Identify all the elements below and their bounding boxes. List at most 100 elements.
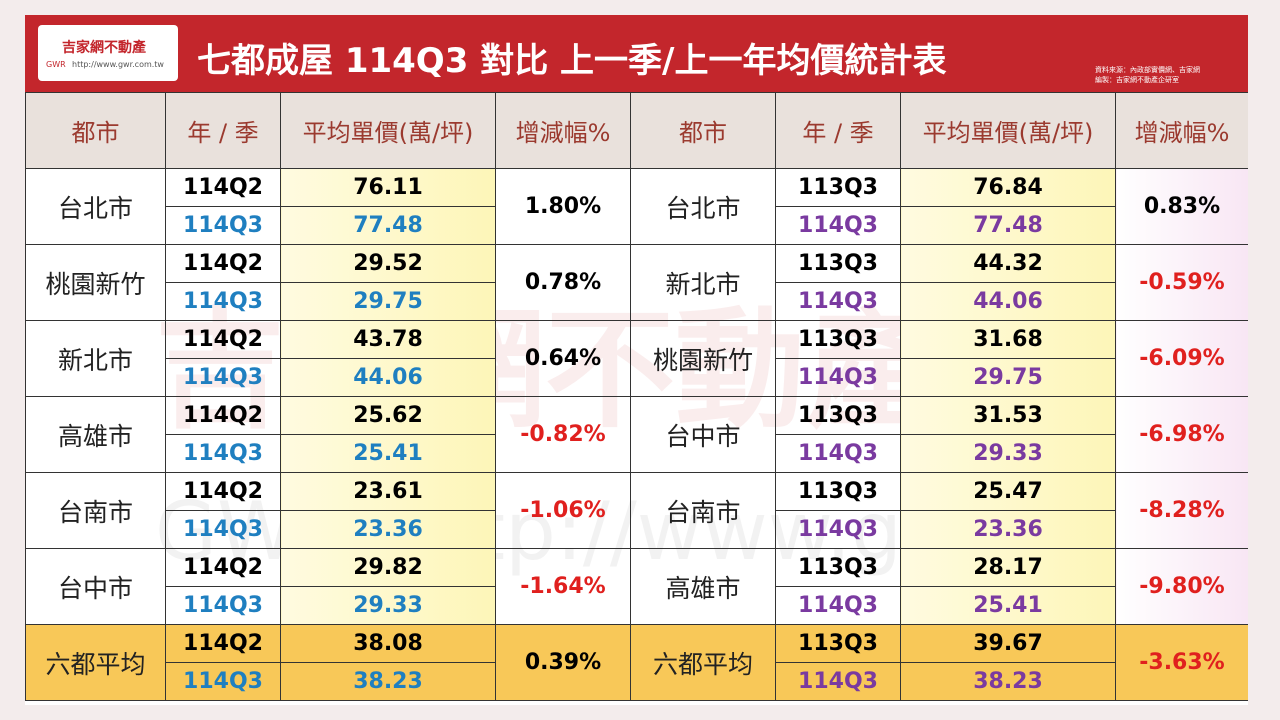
change: 0.83% [1115,168,1248,245]
change: -0.59% [1115,244,1248,321]
change: -3.63% [1115,624,1248,701]
period: 113Q3 [775,548,901,587]
period: 114Q3 [775,282,901,321]
period: 114Q3 [775,586,901,625]
price: 38.08 [280,624,496,663]
price: 77.48 [900,206,1116,245]
price: 23.36 [280,510,496,549]
city: 新北市 [25,320,166,397]
period: 113Q3 [775,396,901,435]
logo: 吉家網不動產 GWR http://www.gwr.com.tw [38,25,178,81]
city: 台北市 [630,168,776,245]
period: 114Q3 [165,282,281,321]
city: 台南市 [25,472,166,549]
period: 113Q3 [775,320,901,359]
price: 25.47 [900,472,1116,511]
header-row: 都市年 / 季平均單價(萬/坪) 增減幅% 都市年 / 季平均單價(萬/坪) 增減幅% [25,92,1248,169]
change: -0.82% [495,396,631,473]
column-header: 平均單價(萬/坪) [900,92,1116,169]
period: 114Q2 [165,548,281,587]
price: 23.61 [280,472,496,511]
price: 29.75 [900,358,1116,397]
price: 29.33 [900,434,1116,473]
period: 114Q2 [165,624,281,663]
city: 新北市 [630,244,776,321]
change: -6.09% [1115,320,1248,397]
row: 114Q3 29.75 114Q3 44.06 [26,282,1249,321]
source: 資料來源：內政部實價網、吉家網 編製：吉家網不動產企研室 [1095,65,1200,85]
city: 台北市 [25,168,166,245]
change: 0.64% [495,320,631,397]
period: 114Q3 [165,358,281,397]
column-header: 增減幅% [495,92,631,169]
period: 114Q3 [775,206,901,245]
period: 114Q2 [165,168,281,207]
change: -9.80% [1115,548,1248,625]
row: 114Q3 25.41 114Q3 29.33 [26,434,1249,473]
price: 44.06 [280,358,496,397]
row: 台南市 114Q2 23.61 -1.06% 台南市 113Q3 25.47 -8.28% [25,472,1248,549]
row: 114Q3 38.23 114Q3 38.23 [26,662,1249,701]
price: 25.62 [280,396,496,435]
period: 114Q2 [165,320,281,359]
city: 高雄市 [630,548,776,625]
city: 六都平均 [25,624,166,701]
row: 桃園新竹 114Q2 29.52 0.78% 新北市 113Q3 44.32 -0.59% [25,244,1248,321]
price: 77.48 [280,206,496,245]
title: 七都成屋 114Q3 對比 上一季/上一年均價統計表 [197,41,947,81]
period: 114Q3 [775,510,901,549]
price: 76.11 [280,168,496,207]
price: 29.52 [280,244,496,283]
change: -6.98% [1115,396,1248,473]
price: 25.41 [280,434,496,473]
period: 114Q3 [165,510,281,549]
column-header: 平均單價(萬/坪) [280,92,496,169]
change: 0.78% [495,244,631,321]
period: 113Q3 [775,244,901,283]
row: 台北市 114Q2 76.11 1.80% 台北市 113Q3 76.84 0.83% [25,168,1248,245]
column-header: 增減幅% [1115,92,1248,169]
column-header: 年 / 季 [775,92,901,169]
period: 113Q3 [775,168,901,207]
price: 44.06 [900,282,1116,321]
period: 114Q3 [165,586,281,625]
price: 29.82 [280,548,496,587]
column-header: 年 / 季 [165,92,281,169]
city: 六都平均 [630,624,776,701]
city: 台南市 [630,472,776,549]
city: 桃園新竹 [25,244,166,321]
change: -1.06% [495,472,631,549]
price: 39.67 [900,624,1116,663]
source-line: 編製：吉家網不動產企研室 [1095,76,1179,84]
price-table: 都市年 / 季平均單價(萬/坪) 增減幅% 都市年 / 季平均單價(萬/坪) 增減幅%… [25,92,1248,701]
period: 114Q3 [775,358,901,397]
period: 114Q2 [165,244,281,283]
price: 38.23 [900,662,1116,701]
price: 29.33 [280,586,496,625]
row: 新北市 114Q2 43.78 0.64% 桃園新竹 113Q3 31.68 -6.09% [25,320,1248,397]
source-line: 資料來源：內政部實價網、吉家網 [1095,66,1200,74]
period: 114Q2 [165,472,281,511]
city: 台中市 [25,548,166,625]
price: 43.78 [280,320,496,359]
price: 31.68 [900,320,1116,359]
price: 29.75 [280,282,496,321]
period: 114Q3 [165,206,281,245]
logo-mark: GWR [46,60,66,69]
price: 38.23 [280,662,496,701]
header: 吉家網不動產 GWR http://www.gwr.com.tw 七都成屋 11… [25,15,1248,92]
city: 桃園新竹 [630,320,776,397]
row: 台中市 114Q2 29.82 -1.64% 高雄市 113Q3 28.17 -9.80% [25,548,1248,625]
price: 23.36 [900,510,1116,549]
change: -1.64% [495,548,631,625]
period: 114Q3 [775,662,901,701]
row: 高雄市 114Q2 25.62 -0.82% 台中市 113Q3 31.53 -6.98% [25,396,1248,473]
change: 1.80% [495,168,631,245]
period: 114Q3 [165,434,281,473]
period: 114Q3 [775,434,901,473]
column-header: 都市 [630,92,776,169]
price: 25.41 [900,586,1116,625]
price: 44.32 [900,244,1116,283]
frame: 吉家網不動產 GWR http://www.gwr.com.tw 吉家網不動產 G… [25,15,1248,705]
